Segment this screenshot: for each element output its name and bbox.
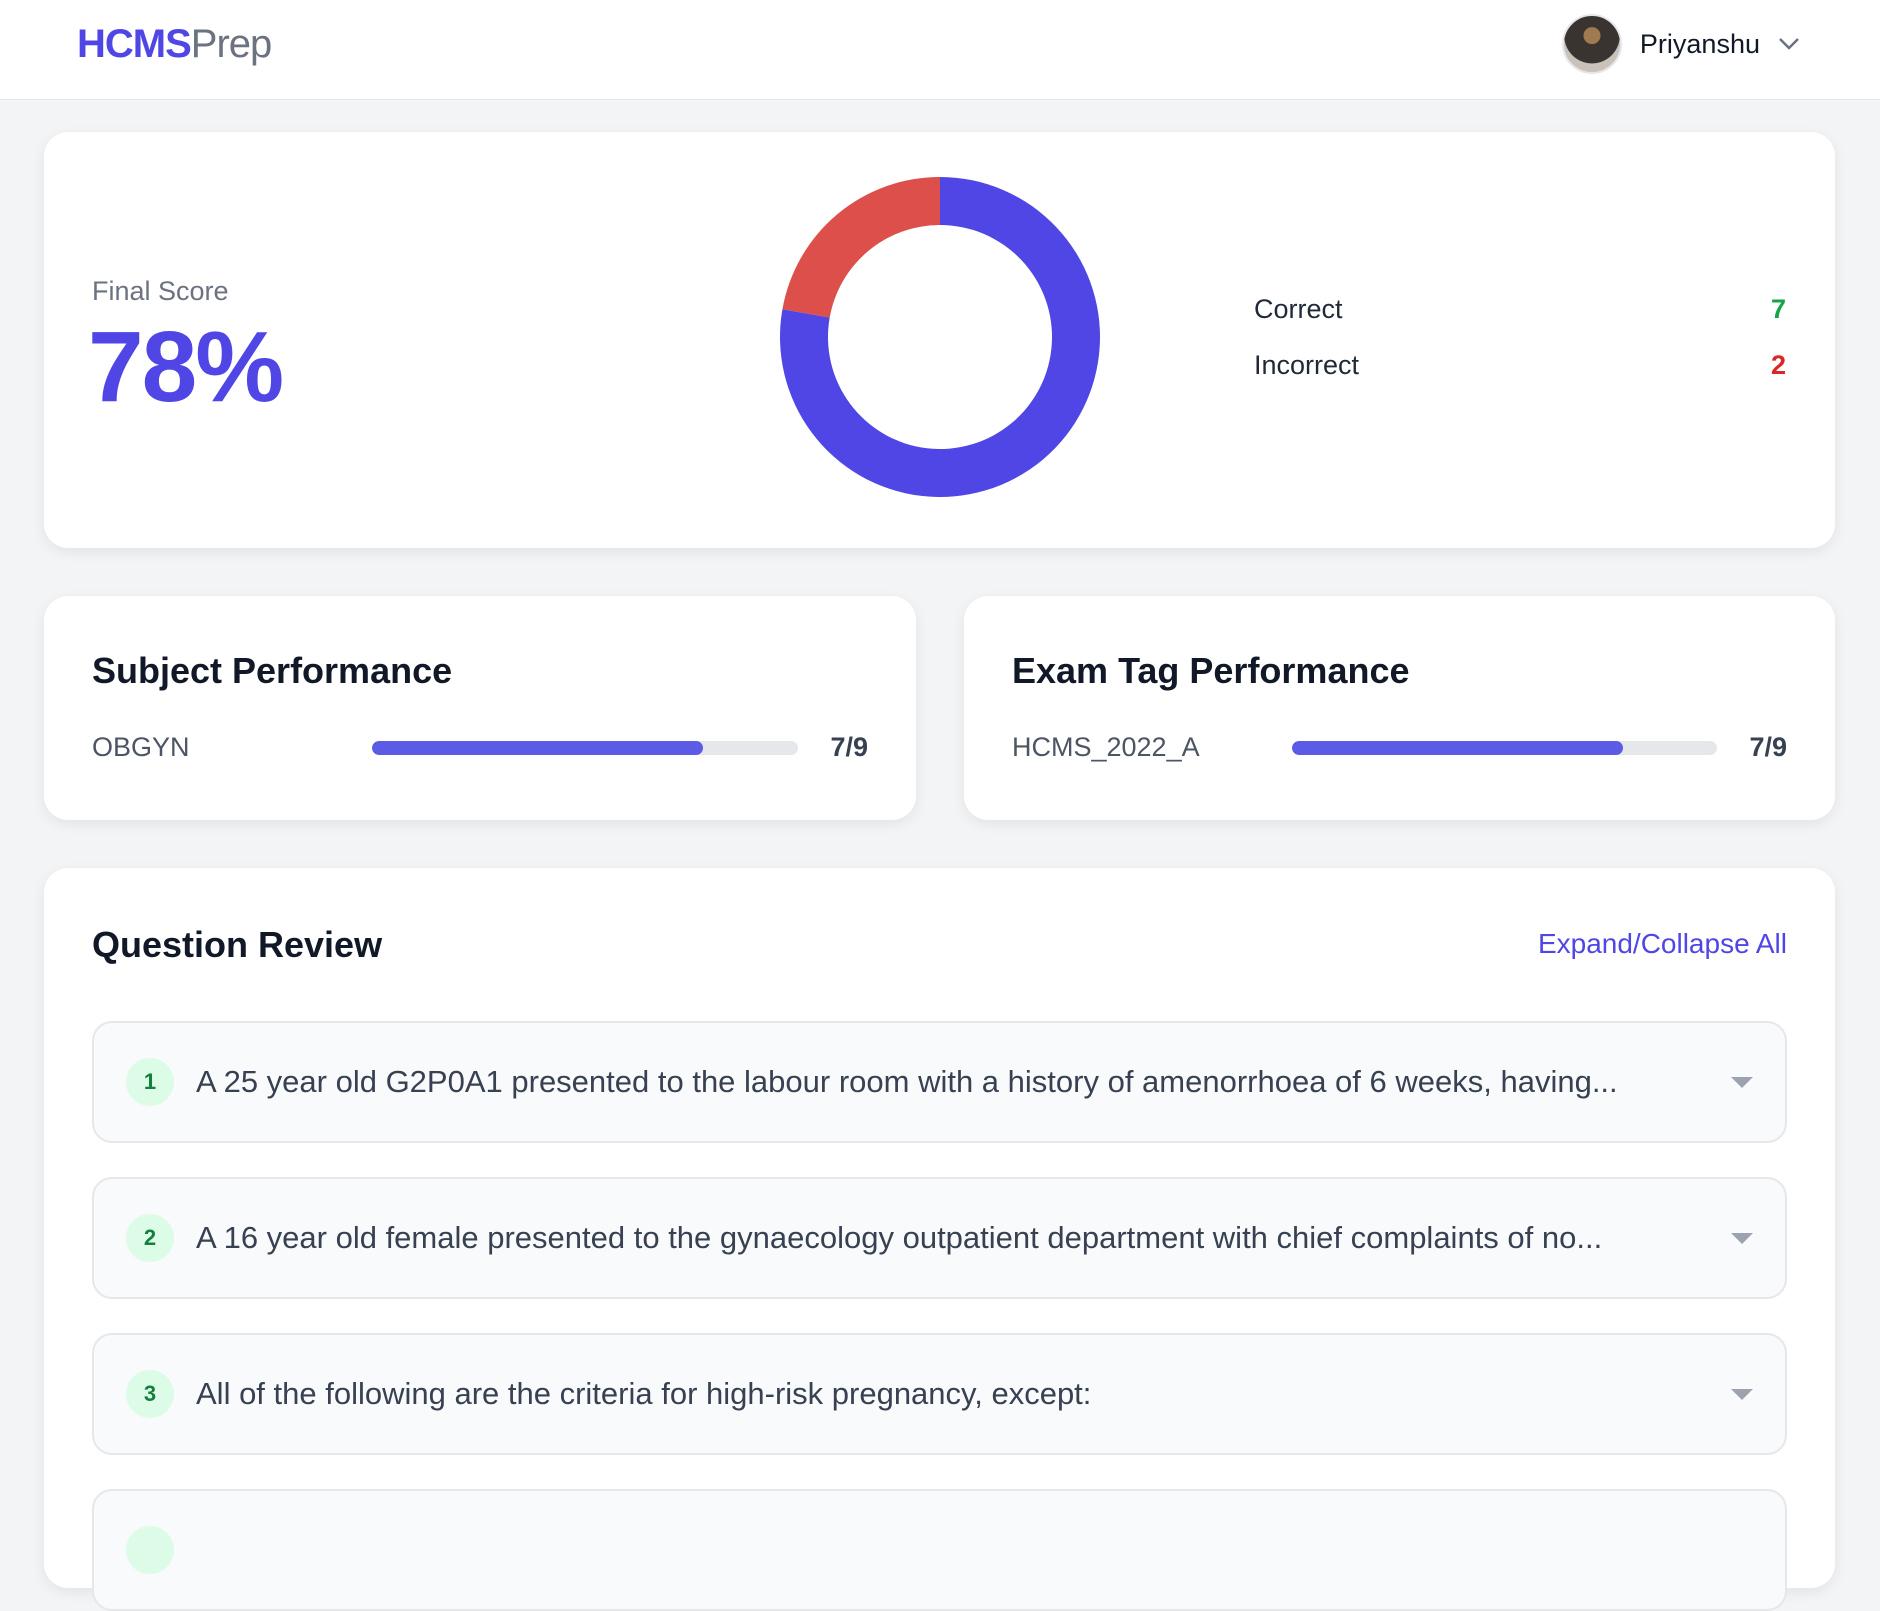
donut-slice-incorrect bbox=[782, 177, 940, 318]
logo[interactable]: HCMSPrep bbox=[77, 22, 272, 66]
chevron-down-icon bbox=[1779, 38, 1799, 50]
exam-tag-row: HCMS_2022_A 7/9 bbox=[1012, 732, 1787, 762]
final-score-label: Final Score bbox=[92, 276, 229, 306]
caret-down-icon bbox=[1731, 1232, 1753, 1244]
score-donut-chart bbox=[780, 177, 1100, 497]
top-nav: HCMSPrep Priyanshu bbox=[0, 0, 1880, 100]
user-name: Priyanshu bbox=[1639, 28, 1760, 59]
question-number-badge: 2 bbox=[126, 1214, 174, 1262]
progress-bar bbox=[372, 740, 798, 755]
final-score-value: 78% bbox=[88, 311, 284, 423]
question-item[interactable]: 4 bbox=[92, 1489, 1787, 1611]
legend-correct: Correct 7 bbox=[1254, 294, 1786, 324]
legend-incorrect: Incorrect 2 bbox=[1254, 350, 1786, 380]
question-number-badge: 3 bbox=[126, 1370, 174, 1418]
donut-slice-correct bbox=[780, 177, 1100, 497]
subject-row: OBGYN 7/9 bbox=[92, 732, 868, 762]
exam-tag-performance-title: Exam Tag Performance bbox=[1012, 650, 1410, 691]
question-number-badge: 1 bbox=[126, 1058, 174, 1106]
question-review-title: Question Review bbox=[92, 924, 383, 965]
question-item[interactable]: 3 All of the following are the criteria … bbox=[92, 1333, 1787, 1455]
question-item[interactable]: 1 A 25 year old G2P0A1 presented to the … bbox=[92, 1021, 1787, 1143]
question-item[interactable]: 2 A 16 year old female presented to the … bbox=[92, 1177, 1787, 1299]
progress-bar bbox=[1292, 740, 1717, 755]
caret-down-icon bbox=[1731, 1388, 1753, 1400]
subject-performance-title: Subject Performance bbox=[92, 650, 453, 691]
question-number-badge: 4 bbox=[126, 1526, 174, 1574]
question-review-card: Question Review Expand/Collapse All 1 A … bbox=[44, 868, 1835, 1611]
exam-tag-performance-card: Exam Tag Performance HCMS_2022_A 7/9 bbox=[964, 596, 1835, 820]
avatar bbox=[1561, 14, 1622, 74]
caret-down-icon bbox=[1731, 1076, 1753, 1088]
expand-collapse-all-link[interactable]: Expand/Collapse All bbox=[1537, 928, 1787, 959]
user-menu[interactable]: Priyanshu bbox=[1561, 14, 1800, 74]
subject-performance-card: Subject Performance OBGYN 7/9 bbox=[44, 596, 916, 820]
score-card: Final Score 78% Correct 7 Incorrect 2 bbox=[44, 132, 1835, 548]
